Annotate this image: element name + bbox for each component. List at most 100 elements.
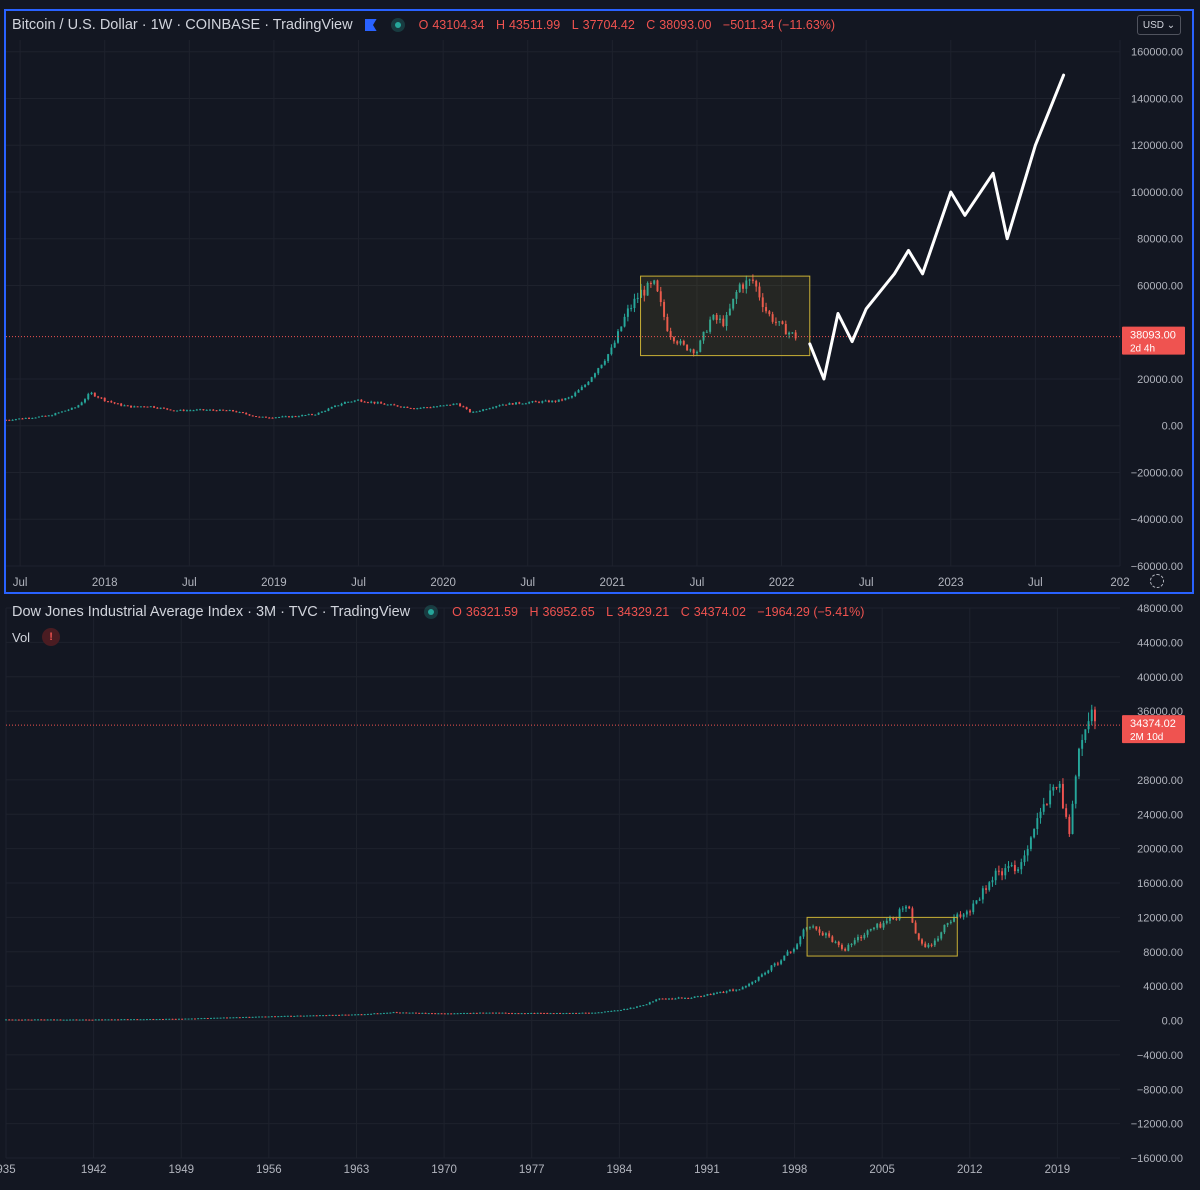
- candle-body: [633, 298, 636, 309]
- candle-body: [277, 1016, 280, 1018]
- btc-chart-canvas[interactable]: 160000.00 140000.00 120000.00 100000.00 8000…: [0, 0, 1200, 596]
- candle-body: [927, 944, 930, 948]
- candle-body: [370, 1013, 373, 1015]
- candle-body: [636, 297, 639, 299]
- candle-body: [732, 989, 735, 991]
- candle-body: [37, 416, 40, 418]
- candle-body: [130, 405, 133, 408]
- candle-body: [587, 1012, 590, 1014]
- candle-body: [565, 1012, 568, 1014]
- candle-body: [709, 994, 712, 996]
- candle-body: [666, 316, 669, 332]
- candle-body: [172, 410, 175, 412]
- candle-body: [692, 349, 695, 354]
- candle-body: [623, 1008, 626, 1010]
- y-axis-tick-label: 100000.00: [1131, 187, 1183, 199]
- candle-body: [274, 1016, 276, 1018]
- candle-body: [281, 416, 284, 418]
- y-axis-tick-label: −8000.00: [1137, 1084, 1183, 1096]
- candle-body: [65, 1019, 68, 1021]
- candle-body: [205, 409, 208, 411]
- candle-body: [354, 1014, 357, 1016]
- dji-symbol-title[interactable]: Dow Jones Industrial Average Index · 3M …: [12, 604, 411, 620]
- candle-body: [149, 406, 152, 408]
- candle-body: [590, 377, 593, 382]
- candle-body: [748, 983, 751, 986]
- candle-body: [876, 923, 879, 928]
- candle-body: [142, 1019, 145, 1021]
- candle-body: [8, 419, 11, 421]
- dji-chart-canvas[interactable]: 48000.0044000.0040000.0036000.0028000.00…: [0, 598, 1200, 1190]
- candle-body: [219, 1017, 222, 1019]
- candle-body: [663, 301, 666, 317]
- candle-body: [725, 991, 728, 993]
- candle-body: [469, 1012, 472, 1014]
- candle-body: [408, 1012, 411, 1014]
- candle-body: [222, 409, 225, 411]
- candle-body: [528, 402, 531, 404]
- x-axis-tick-label: 2022: [769, 577, 795, 589]
- candle-body: [917, 933, 920, 940]
- candle-body: [60, 411, 63, 413]
- candle-body: [101, 1019, 104, 1021]
- candle-body: [956, 914, 959, 918]
- candle-body: [238, 1017, 241, 1019]
- candle-body: [1023, 855, 1026, 863]
- candle-body: [258, 1016, 260, 1018]
- candle-body: [860, 937, 863, 939]
- candle-body: [380, 402, 383, 404]
- candle-body: [547, 400, 550, 403]
- gear-icon[interactable]: [1150, 574, 1164, 588]
- warning-icon[interactable]: !: [42, 628, 61, 646]
- candle-body: [1071, 803, 1074, 834]
- candle-body: [376, 402, 379, 404]
- currency-selector[interactable]: USD ⌄: [1137, 15, 1181, 35]
- candle-body: [5, 1019, 7, 1021]
- x-axis-tick-label: 1998: [782, 1164, 808, 1176]
- candle-body: [937, 938, 939, 941]
- volume-label: Vol: [12, 629, 31, 645]
- candle-body: [455, 403, 458, 405]
- candle-body: [478, 410, 481, 412]
- candle-body: [255, 416, 258, 418]
- x-axis-tick-label: Jul: [13, 577, 28, 589]
- candle-body: [645, 1004, 648, 1006]
- highlight-box: [640, 275, 811, 357]
- candle-body: [703, 995, 706, 997]
- candle-body: [49, 1019, 52, 1021]
- x-axis-tick-label: 1991: [694, 1164, 720, 1176]
- candle-body: [488, 1012, 491, 1014]
- candle-body: [672, 337, 675, 342]
- candle-body: [972, 903, 975, 913]
- candle-body: [689, 349, 692, 351]
- candle-body: [738, 989, 741, 991]
- candle-body: [562, 1013, 565, 1015]
- dji-chart-pane[interactable]: 48000.00 44000.00 40000.00 36000.00 28000.00…: [0, 598, 1200, 1190]
- candle-body: [426, 407, 429, 409]
- candle-body: [722, 318, 725, 326]
- candle-body: [149, 1019, 152, 1021]
- candle-body: [491, 1012, 494, 1014]
- dji-ohlc-values: O 36321.59 H 36952.65 L 34329.21 C 34374.02 …: [452, 605, 865, 619]
- price-badge-value: 34374.02: [1130, 718, 1176, 730]
- candle-body: [728, 989, 731, 992]
- candle-body: [350, 1014, 353, 1016]
- candle-body: [439, 405, 442, 407]
- candle-body: [459, 1013, 462, 1015]
- candle-body: [485, 1012, 488, 1014]
- x-axis-tick-label: 2005: [869, 1164, 895, 1176]
- candle-body: [70, 407, 73, 410]
- candle-body: [549, 1013, 552, 1015]
- candle-body: [402, 1012, 405, 1014]
- volume-indicator[interactable]: Vol !: [12, 628, 61, 646]
- candle-body: [453, 1013, 456, 1015]
- candle-body: [139, 1019, 142, 1021]
- candle-body: [67, 409, 70, 411]
- candle-body: [751, 279, 754, 281]
- candle-body: [773, 963, 776, 966]
- candle-body: [165, 1018, 168, 1020]
- btc-chart-pane[interactable]: 160000.00 140000.00 120000.00 100000.00 8000…: [0, 0, 1200, 596]
- flag-icon[interactable]: [365, 19, 377, 31]
- btc-symbol-title[interactable]: Bitcoin / U.S. Dollar · 1W · COINBASE · …: [12, 17, 353, 33]
- candle-body: [376, 1013, 379, 1015]
